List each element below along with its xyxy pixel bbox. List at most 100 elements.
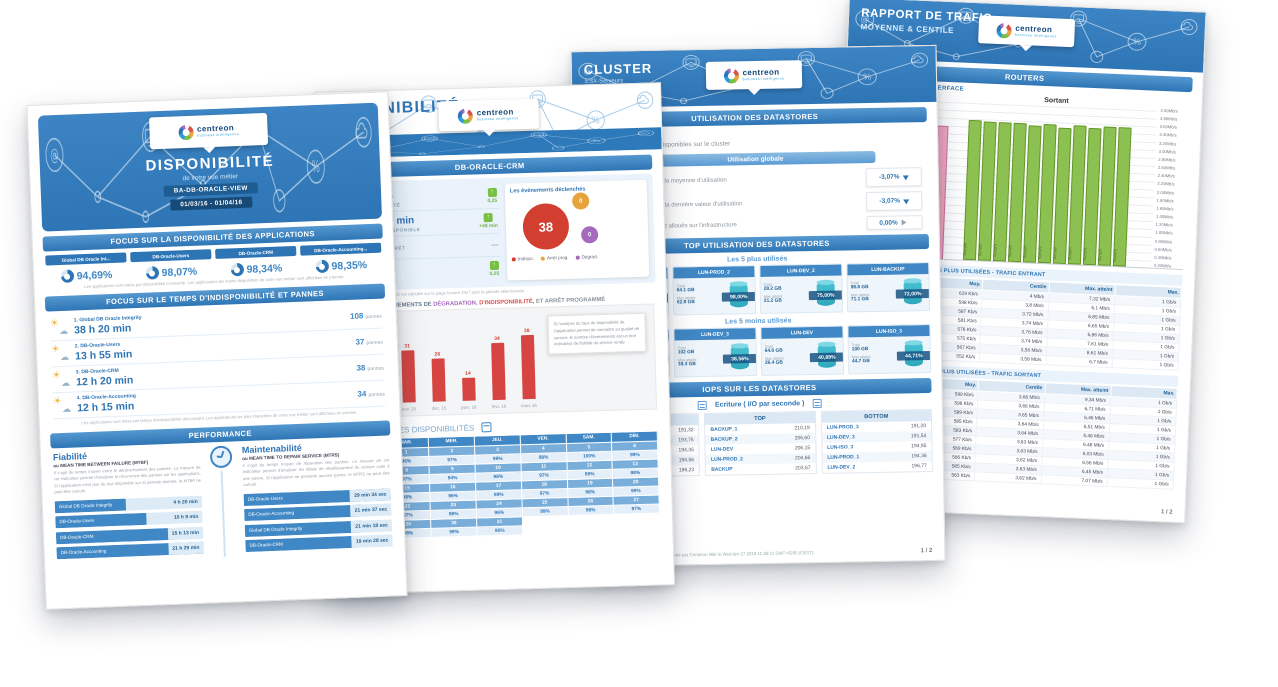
y-axis-label: 0.20Mb/s [1153,262,1172,269]
traffic-cell: 3,58 Mb/s [979,353,1047,365]
downtime-main: 3. DB-Oracle-CRM 12 h 20 min [76,368,134,389]
total-value: 64.6 GB [764,349,783,355]
traffic-bar-label: Sortant [977,243,983,257]
arrow-right-icon [901,219,910,226]
y-axis-labels: 4.00Mb/s 3.80Mb/s 3.60Mb/s 3.40Mb/s 3.20Mb/s… [1150,107,1192,270]
traffic-bar-label: Sortant [1082,247,1088,261]
event-bubble: 0 [580,226,599,244]
event-bubble: 0 [571,192,590,210]
failures: 34 pannes [357,389,385,399]
calendar-availability [568,523,615,534]
traffic-cell: 1 Gb/s [1106,477,1174,490]
downtime-main: 1. Global DB Oracle Integrity 38 h 20 min [74,315,142,337]
report-subtitle: MOYENNE & CENTILE [860,22,955,36]
datastore-body: Total 102 GB Max atteint 39.3 GB 38,56% [675,339,757,376]
delta-value: -3,07% [878,173,900,181]
failures-unit: pannes [368,391,385,399]
evolution-title-arret: ET ARRÊT PROGRAMMÉ [535,297,606,306]
datastore-name: BACKUP_2 [710,436,738,443]
performance-bar-row: Global DB Oracle Integrity 4 h 20 min [54,495,203,513]
sun-icon: ☀ [52,396,63,408]
gauge-icon [60,269,74,283]
iops-value: 194,35 [678,447,694,454]
kpi-delta: ↑ 0,25 [489,260,499,277]
failures-count: 38 [356,363,366,373]
total-value: 100 GB [851,347,869,353]
datastore-name: LUN-PROD_1 [827,454,860,461]
datastore-meta: Total 64.6 GB Max atteint 26.4 GB [765,344,812,369]
performance-value: 10 h 9 min [169,510,203,525]
failures: 37 pannes [355,337,383,347]
downtime-duration: 38 h 20 min [73,322,132,337]
legend-label: Dégrad. [581,254,598,260]
total-value: 98.8 GB [850,285,869,291]
performance-bar-row: DB-Oracle-Accounting 21 min 37 sec [244,503,392,522]
iops-value: 206,15 [794,445,811,452]
traffic-bar-label: Sortant [1022,245,1028,259]
downtime-main: 2. DB-Oracle-Users 13 h 55 min [75,342,133,363]
application-name: DB-Oracle-CRM [215,245,297,259]
total-value: 102 GB [677,350,695,356]
datastore-card: LUN-DEV_2 Total 28.2 GB Max atteint 21.2 GB 7… [759,263,844,314]
datastore-meta: Total 100 GB Max atteint 44.7 GB [852,343,899,368]
datastore-cylinder: 72,00% [895,280,930,305]
y-axis-label: 3.60Mb/s [1159,124,1178,130]
datastore-name: BACKUP [711,466,733,473]
iops-table: BOTTOM LUN-PROD_3 191,20 LUN-DEV_3 191,54 LUN… [820,408,933,474]
performance-value: 21 min 18 sec [351,519,393,533]
arrow-down-icon [902,198,910,207]
chart-note: Si l'analyse du taux de disponibilité de… [547,313,647,355]
y-axis-label: 3.80Mb/s [1159,116,1178,122]
performance-bar: DB-Oracle-CRM [245,535,355,553]
bar-value-label: 14 [465,370,471,377]
iops-subtitle: Ecriture ( I/O par seconde ) [714,400,805,409]
bar [400,350,416,403]
legend-item: Dégrad. [575,254,598,260]
failures: 38 pannes [356,363,384,373]
delta-value: — [491,241,499,249]
report-header: @% centreon business intelligence DISPONI… [37,102,383,232]
y-axis-label: 0.80Mb/s [1154,238,1173,244]
sun-icon: ☀ [51,370,62,382]
failures-unit: pannes [367,365,384,373]
utilization-badge: 98,00% [721,292,756,302]
datastore-cylinder: 98,00% [721,283,756,308]
datastore-cylinder: 75,00% [808,281,843,306]
performance-bar-row: Global DB Oracle Integrity 21 min 18 sec [244,519,393,537]
utilization-badge: 38,56% [722,354,757,364]
total-value: 64.1 GB [676,288,695,294]
application-availability-card: Global DB Oracle Int... 94,69% [43,252,129,283]
iops-value: 194,36 [911,453,927,460]
gauge-icon [315,259,329,274]
iops-value: 191,20 [910,423,927,430]
availability-value: 98,34% [246,261,283,276]
centreon-logo-icon [723,67,739,84]
brand-tagline: business intelligence [197,131,240,138]
evolution-bar-item: 14 janv. 16 [460,370,477,410]
iops-value: 194,56 [678,457,695,464]
datastore-name: LUN-PROD_3 [826,424,859,431]
page-number: 1 / 2 [920,547,933,555]
datastore-card: LUN-PROD_2 Total 64.1 GB Max atteint 62.8 GB… [672,265,757,316]
datastore-card: LUN-DEV_3 Total 102 GB Max atteint 39.3 GB 38… [673,327,758,378]
cloud-icon: ☁ [59,351,70,363]
availability-row: 98,35% [299,258,384,274]
iops-value: 191,54 [910,433,927,440]
failures-count: 108 [349,311,364,322]
performance-value: 21 min 37 sec [350,503,392,518]
svg-text:%: % [592,139,600,143]
max-value: 39.3 GB [677,362,696,368]
iops-value: 194,95 [911,443,927,450]
centreon-wordmark: centreon business intelligence [197,123,240,138]
performance-value: 4 h 20 min [169,495,203,509]
x-axis-label: nov. 15 [401,406,417,412]
stat-description: sont alloués sur l'infrastructure [655,222,737,230]
sun-icon: ☀ [49,318,60,330]
evolution-bar-item: 38 mars 16 [519,328,537,409]
iops-row: BACKUP 203,67 [706,463,815,475]
centreon-wordmark: centreon business intelligence [742,67,784,81]
centreon-wordmark: centreon business intelligence [477,107,519,122]
y-axis-label: 2.40Mb/s [1157,173,1175,179]
centreon-logo-box: centreon business intelligence [437,98,539,132]
kpi-delta: ↑ 0,25 [487,187,497,204]
